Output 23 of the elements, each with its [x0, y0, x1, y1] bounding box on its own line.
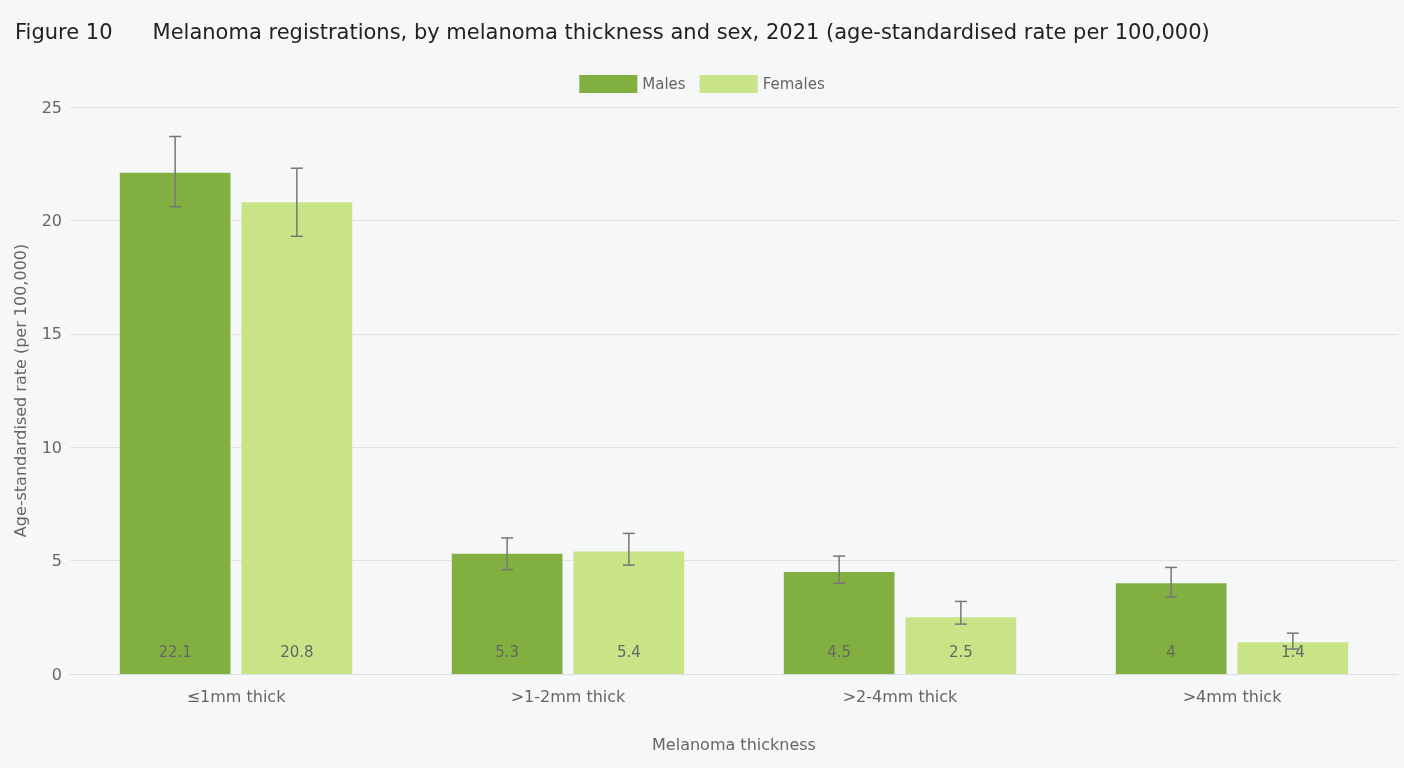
x-tick-label: >1-2mm thick [510, 686, 627, 706]
y-tick-label: 5 [51, 551, 62, 571]
legend-label: Females [762, 75, 825, 93]
x-axis-title: Melanoma thickness [652, 734, 816, 754]
chart-title: Figure 10 Melanoma registrations, by melanoma thickness and sex, 2021 (age-standardised rate per 100,000) [15, 19, 1210, 44]
data-label: 4 [1166, 642, 1176, 661]
x-tick-label: >2-4mm thick [842, 686, 959, 706]
y-tick-label: 25 [41, 97, 62, 117]
x-tick-label: >4mm thick [1182, 686, 1283, 706]
data-label: 2.5 [948, 642, 973, 661]
y-tick-label: 0 [51, 664, 62, 684]
y-tick-label: 20 [41, 210, 62, 230]
y-axis-title: Age-standardised rate (per 100,000) [10, 243, 30, 538]
x-tick-label: ≤1mm thick [186, 686, 287, 706]
data-label: 1.4 [1280, 642, 1305, 661]
data-label: 5.3 [495, 642, 520, 661]
data-label: 20.8 [280, 642, 314, 661]
legend-label: Males [642, 75, 686, 93]
data-label: 4.5 [827, 642, 852, 661]
data-label: 5.4 [616, 642, 641, 661]
y-tick-label: 10 [41, 437, 62, 457]
y-tick-label: 15 [41, 324, 62, 344]
data-label: 22.1 [158, 642, 192, 661]
